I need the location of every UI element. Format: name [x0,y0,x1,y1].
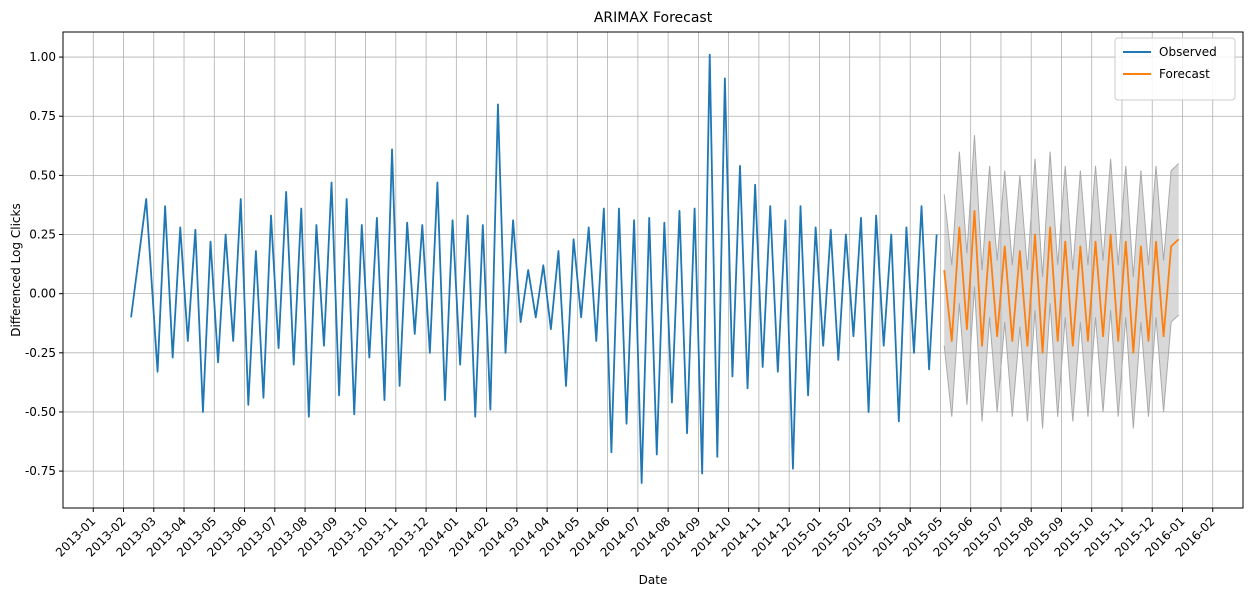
band-edge [943,286,1180,429]
band-edge [943,135,1180,278]
legend-box [1114,37,1236,101]
y-tick-label: 0.75 [29,109,56,123]
y-axis-label: Differenced Log Clicks [9,203,23,336]
series-line [943,209,1180,354]
y-tick-label: -0.50 [25,405,56,419]
chart-title: ARIMAX Forecast [594,10,713,26]
y-tick-label: -0.25 [25,346,56,360]
legend-label: Forecast [1159,67,1210,81]
x-axis-label: Date [639,573,668,587]
legend: Observed Forecast [1114,37,1236,101]
series-line [130,53,938,484]
y-tick-label: 0.00 [29,287,56,301]
plot-frame [62,31,1244,509]
y-tick-label: 0.50 [29,168,56,182]
legend-label: Observed [1159,45,1217,59]
y-tick-label: -0.75 [25,464,56,478]
y-tick-label: 0.25 [29,228,56,242]
y-tick-label: 1.00 [29,50,56,64]
